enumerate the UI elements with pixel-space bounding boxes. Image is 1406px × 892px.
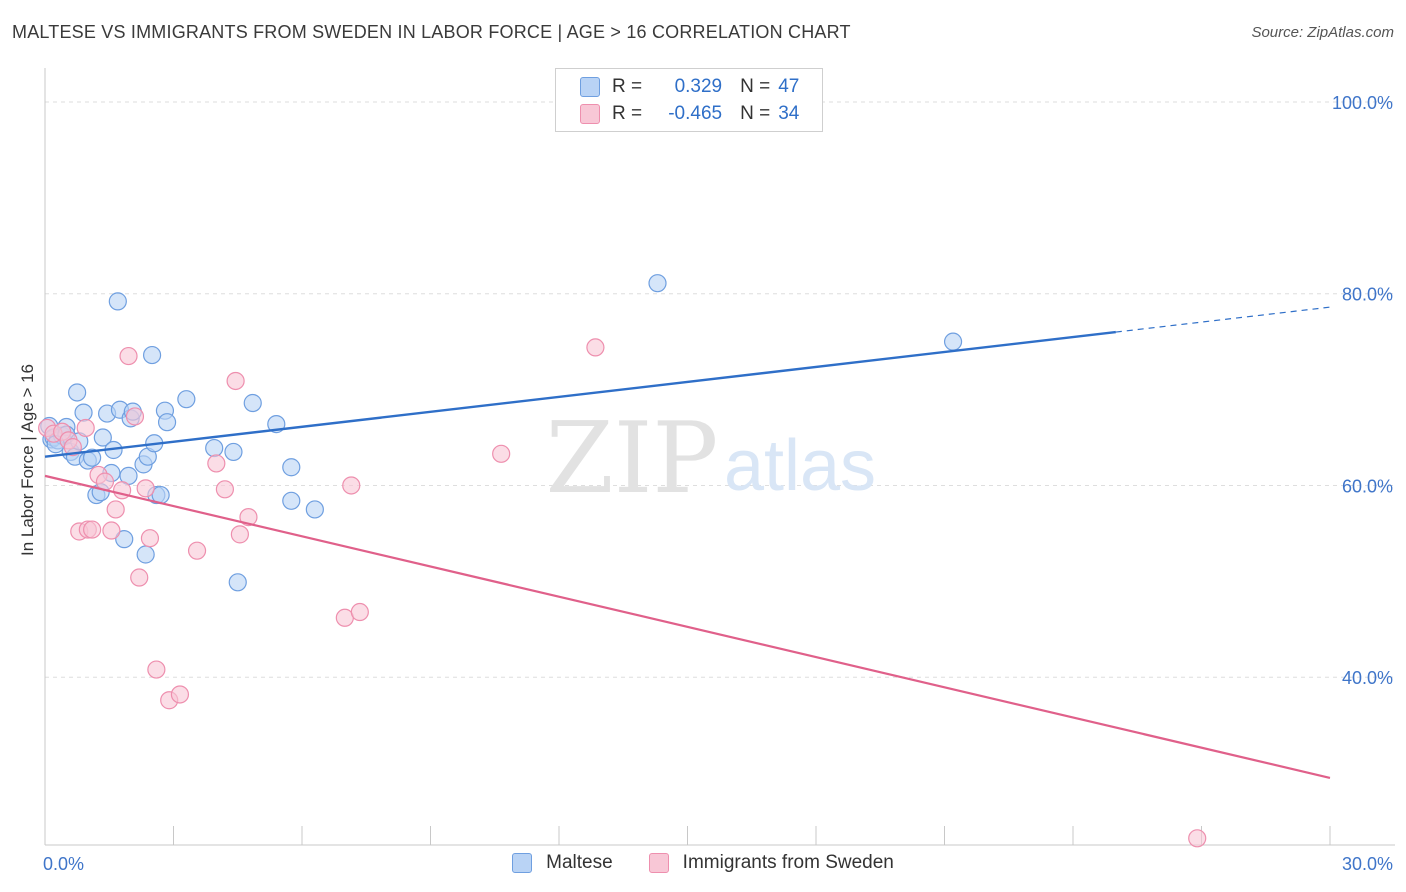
maltese-point bbox=[943, 332, 963, 351]
chart-title: MALTESE VS IMMIGRANTS FROM SWEDEN IN LAB… bbox=[12, 22, 851, 42]
maltese-point bbox=[205, 438, 224, 458]
sweden-point bbox=[187, 541, 207, 560]
x-tick-label: 0.0% bbox=[43, 854, 84, 874]
maltese-point bbox=[142, 345, 162, 365]
r-value: 0.329 bbox=[674, 76, 723, 97]
sweden-point bbox=[342, 476, 361, 495]
y-tick-label: 100.0% bbox=[1332, 93, 1393, 113]
sweden-point bbox=[102, 521, 121, 540]
watermark-atlas: atlas bbox=[724, 426, 876, 506]
sweden-point bbox=[207, 454, 226, 473]
maltese-point bbox=[177, 390, 196, 409]
sweden-point bbox=[136, 479, 155, 498]
maltese-point bbox=[68, 383, 87, 402]
maltese-point bbox=[74, 403, 93, 422]
legend-item-sweden: Immigrants from Sweden bbox=[648, 852, 894, 874]
maltese-point bbox=[228, 573, 247, 592]
sweden-swatch bbox=[580, 104, 600, 124]
r-value: -0.465 bbox=[668, 103, 723, 124]
data-points bbox=[38, 274, 1207, 848]
r-label: R = bbox=[612, 76, 643, 97]
watermark-zip: ZIP bbox=[546, 402, 719, 516]
y-axis-label: In Labor Force | Age > 16 bbox=[18, 363, 37, 557]
sweden-point bbox=[170, 685, 190, 704]
tick-labels: 100.0% 80.0% 60.0% 40.0% 0.0% 30.0% bbox=[43, 93, 1393, 874]
trend-lines bbox=[44, 306, 1331, 779]
maltese-point bbox=[305, 500, 324, 519]
maltese-trend-extension bbox=[1115, 306, 1331, 333]
sweden-point bbox=[130, 568, 149, 587]
sweden-point bbox=[76, 418, 95, 438]
sweden-point bbox=[125, 407, 145, 426]
maltese-point bbox=[83, 448, 102, 467]
sweden-point bbox=[1188, 829, 1207, 848]
sweden-swatch bbox=[648, 853, 669, 873]
maltese-point bbox=[157, 413, 177, 432]
maltese-point bbox=[115, 530, 134, 549]
y-tick-label: 80.0% bbox=[1342, 285, 1393, 305]
series-legend: Maltese Immigrants from Sweden bbox=[0, 852, 1406, 874]
maltese-swatch bbox=[512, 853, 533, 873]
legend-label-maltese: Maltese bbox=[546, 852, 613, 873]
maltese-swatch bbox=[580, 77, 600, 97]
sweden-point bbox=[215, 480, 234, 499]
sweden-point bbox=[63, 438, 82, 457]
maltese-point bbox=[243, 393, 262, 413]
legend-item-maltese: Maltese bbox=[512, 852, 613, 874]
sweden-point bbox=[83, 520, 102, 539]
sweden-point bbox=[230, 525, 249, 544]
sweden-point bbox=[226, 371, 245, 391]
r-label: R = bbox=[612, 103, 643, 124]
sweden-point bbox=[119, 346, 138, 366]
maltese-point bbox=[648, 274, 667, 293]
grid-lines bbox=[45, 101, 1395, 678]
sweden-trend-line bbox=[44, 474, 1331, 779]
y-tick-label: 60.0% bbox=[1342, 476, 1393, 496]
maltese-trend-line bbox=[44, 330, 1116, 458]
x-tick-label: 30.0% bbox=[1342, 854, 1393, 874]
sweden-point bbox=[140, 529, 160, 548]
legend-row-maltese: R = 0.329 N = 47 bbox=[580, 75, 799, 99]
maltese-point bbox=[282, 491, 301, 510]
watermark: ZIP atlas bbox=[546, 402, 876, 516]
maltese-point bbox=[108, 292, 127, 311]
sweden-point bbox=[350, 602, 369, 622]
n-value: 34 bbox=[778, 103, 800, 124]
source-label: Source: ZipAtlas.com bbox=[1251, 24, 1394, 41]
maltese-point bbox=[136, 545, 155, 564]
n-label: N = bbox=[740, 103, 771, 124]
y-axis-label-wrap: In Labor Force | Age > 16 bbox=[18, 268, 38, 556]
n-label: N = bbox=[740, 76, 771, 97]
sweden-point bbox=[147, 660, 166, 679]
maltese-point bbox=[282, 458, 301, 477]
legend-row-sweden: R = -0.465 N = 34 bbox=[580, 102, 799, 126]
sweden-point bbox=[492, 444, 511, 463]
maltese-point bbox=[224, 442, 243, 462]
axes bbox=[44, 68, 1395, 846]
correlation-legend: R = 0.329 N = 47 R = -0.465 N = 34 bbox=[555, 68, 823, 132]
sweden-point bbox=[106, 500, 125, 519]
legend-label-sweden: Immigrants from Sweden bbox=[682, 852, 894, 873]
sweden-point bbox=[239, 508, 258, 527]
n-value: 47 bbox=[778, 76, 800, 97]
maltese-point bbox=[93, 428, 112, 447]
sweden-point bbox=[586, 338, 605, 357]
y-tick-label: 40.0% bbox=[1342, 668, 1393, 688]
